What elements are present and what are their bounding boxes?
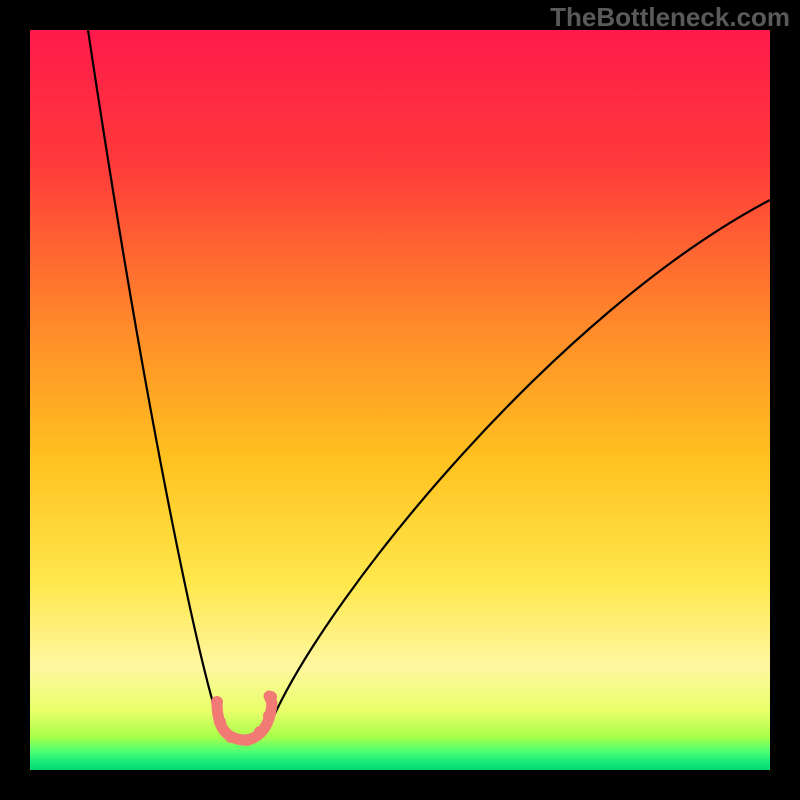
- valley-dot: [254, 726, 266, 738]
- valley-dot: [214, 716, 226, 728]
- watermark-text: TheBottleneck.com: [550, 2, 790, 33]
- valley-dot: [225, 731, 237, 743]
- valley-dot: [265, 691, 277, 703]
- valley-dot: [263, 710, 275, 722]
- gradient-background: [30, 30, 770, 770]
- valley-dot: [211, 696, 223, 708]
- bottleneck-chart: [0, 0, 800, 800]
- valley-dot: [241, 734, 253, 746]
